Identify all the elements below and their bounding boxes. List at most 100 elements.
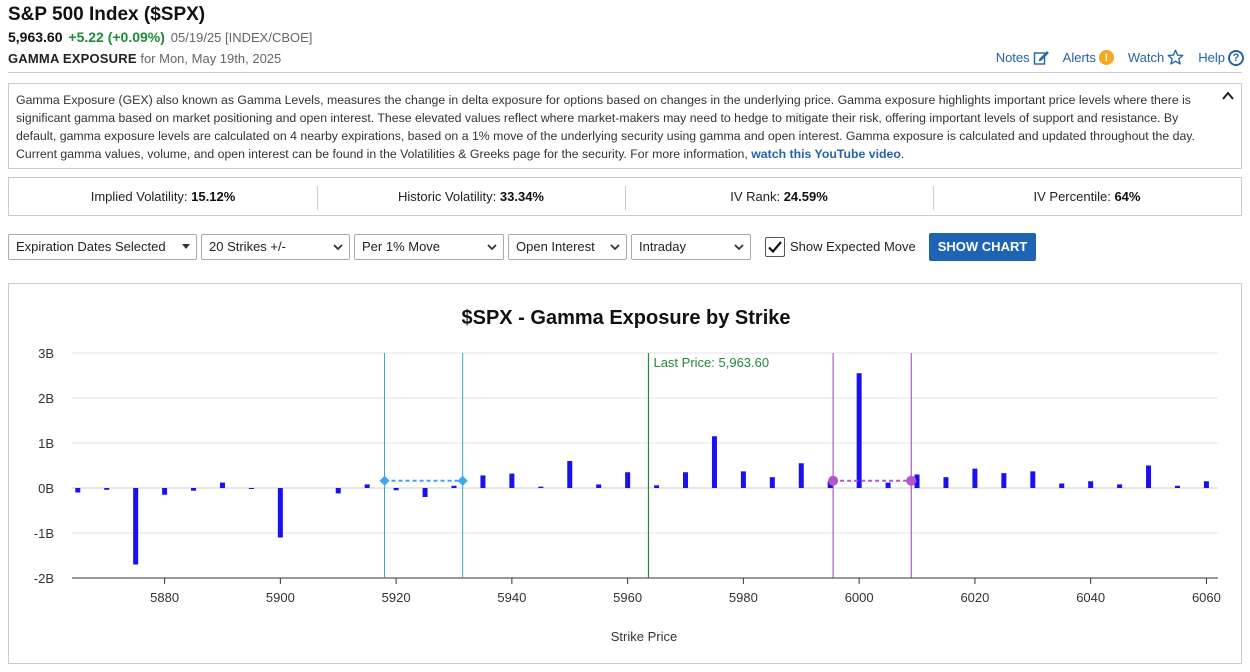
x-tick-label: 5900 (266, 590, 295, 605)
gamma-bar (393, 488, 399, 491)
gamma-bar (856, 373, 862, 488)
stat-label: Historic Volatility: (398, 189, 497, 204)
youtube-link[interactable]: watch this YouTube video (751, 147, 901, 161)
description-text: Gamma Exposure (GEX) also known as Gamma… (16, 93, 1195, 161)
chevron-up-icon[interactable] (1221, 89, 1235, 103)
gamma-bar (1146, 465, 1152, 488)
gamma-bar (769, 477, 775, 488)
description-tail: . (900, 147, 905, 161)
gamma-bar (711, 436, 717, 488)
help-label: Help (1198, 50, 1225, 65)
gamma-bar (364, 484, 370, 488)
gamma-bar (943, 477, 949, 488)
section-subtitle: GAMMA EXPOSURE for Mon, May 19th, 2025 (8, 51, 281, 66)
x-axis-label: Strike Price (611, 629, 677, 644)
chevron-down-icon (610, 243, 620, 250)
quote-line: 5,963.60 +5.22 (+0.09%) 05/19/25 [INDEX/… (8, 29, 312, 45)
stat-value: 64% (1114, 189, 1141, 204)
gamma-bar (451, 485, 457, 488)
help-link[interactable]: Help ? (1198, 49, 1244, 66)
move-select[interactable]: Per 1% Move (354, 233, 504, 260)
stat-iv-percentile: IV Percentile: 64% (933, 186, 1241, 210)
show-chart-button[interactable]: SHOW CHART (928, 232, 1037, 261)
section-date: for Mon, May 19th, 2025 (140, 51, 282, 66)
gamma-bar (683, 472, 689, 488)
stat-label: Implied Volatility: (90, 189, 188, 204)
expected-move-checkbox[interactable] (765, 236, 785, 257)
y-tick-label: 1B (38, 436, 54, 451)
toolbar-links: Notes Alerts ! Watch Help ? (996, 49, 1244, 66)
gamma-bar (1030, 471, 1036, 488)
gamma-bar (1059, 483, 1065, 488)
watch-link[interactable]: Watch (1128, 49, 1184, 66)
stat-iv-rank: IV Rank: 24.59% (625, 186, 933, 210)
x-tick-label: 5960 (613, 590, 642, 605)
stat-value: 15.12% (191, 189, 236, 204)
stat-implied-volatility: Implied Volatility: 15.12% (9, 189, 317, 204)
expected-move-diamond (457, 475, 468, 486)
gamma-bar (972, 468, 978, 488)
y-tick-label: -2B (34, 571, 54, 586)
gamma-bar (885, 482, 891, 488)
move-value: Per 1% Move (362, 239, 441, 254)
timeframe-value: Intraday (639, 239, 686, 254)
x-tick-label: 6040 (1076, 590, 1105, 605)
strikes-value: 20 Strikes +/- (209, 239, 286, 254)
chevron-down-icon (487, 243, 497, 250)
gamma-bar (191, 488, 197, 491)
price-change: +5.22 (+0.09%) (68, 29, 165, 45)
notes-link[interactable]: Notes (996, 50, 1049, 66)
x-tick-label: 5940 (497, 590, 526, 605)
chevron-down-icon (333, 243, 343, 250)
stat-label: IV Rank: (730, 189, 781, 204)
chart-controls: Expiration Dates Selected 20 Strikes +/-… (8, 232, 1037, 261)
watch-label: Watch (1127, 50, 1165, 65)
edit-icon (1033, 50, 1049, 66)
y-tick-label: 0B (38, 481, 54, 496)
timeframe-select[interactable]: Intraday (631, 233, 751, 260)
gamma-bar (538, 486, 544, 488)
gamma-bar (625, 472, 631, 488)
checkmark-icon (768, 240, 782, 253)
gamma-bar (104, 488, 110, 490)
question-icon: ? (1228, 49, 1244, 66)
gamma-bar (509, 473, 515, 488)
notes-label: Notes (995, 50, 1030, 65)
gamma-bar (422, 488, 428, 497)
x-tick-label: 6060 (1192, 590, 1221, 605)
gamma-bar (75, 488, 81, 493)
gamma-bar (654, 485, 660, 488)
gamma-bar (740, 471, 746, 488)
gamma-bar (162, 488, 168, 495)
gamma-bar (914, 474, 920, 488)
y-tick-label: 2B (38, 391, 54, 406)
metric-value: Open Interest (516, 239, 595, 254)
section-name: GAMMA EXPOSURE (8, 51, 137, 66)
stat-historic-volatility: Historic Volatility: 33.34% (317, 186, 625, 210)
strikes-select[interactable]: 20 Strikes +/- (201, 233, 350, 260)
exclamation-icon: ! (1098, 50, 1114, 65)
expiration-dropdown[interactable]: Expiration Dates Selected (8, 233, 197, 260)
gamma-bar (277, 488, 283, 538)
gamma-bar (335, 488, 341, 494)
metric-select[interactable]: Open Interest (508, 233, 627, 260)
gamma-bar (480, 475, 486, 488)
caret-down-icon (182, 244, 190, 249)
expiration-label: Expiration Dates Selected (16, 239, 166, 254)
y-tick-label: -1B (34, 526, 54, 541)
x-tick-label: 5980 (729, 590, 758, 605)
alerts-link[interactable]: Alerts ! (1063, 50, 1114, 65)
gamma-bar (798, 463, 804, 488)
gamma-exposure-chart: $SPX - Gamma Exposure by Strike Strike P… (34, 307, 1221, 644)
gamma-bar (1088, 481, 1094, 488)
x-tick-label: 6020 (960, 590, 989, 605)
description-panel: Gamma Exposure (GEX) also known as Gamma… (8, 83, 1242, 169)
chart-title: $SPX - Gamma Exposure by Strike (461, 307, 790, 329)
expected-move-label: Show Expected Move (790, 239, 916, 254)
stat-value: 24.59% (783, 189, 828, 204)
gamma-chart-panel: $SPX - Gamma Exposure by Strike Strike P… (8, 283, 1242, 664)
stat-value: 33.34% (499, 189, 544, 204)
gamma-bar (1174, 485, 1180, 488)
x-tick-label: 5920 (382, 590, 411, 605)
quote-meta: 05/19/25 [INDEX/CBOE] (170, 30, 313, 45)
